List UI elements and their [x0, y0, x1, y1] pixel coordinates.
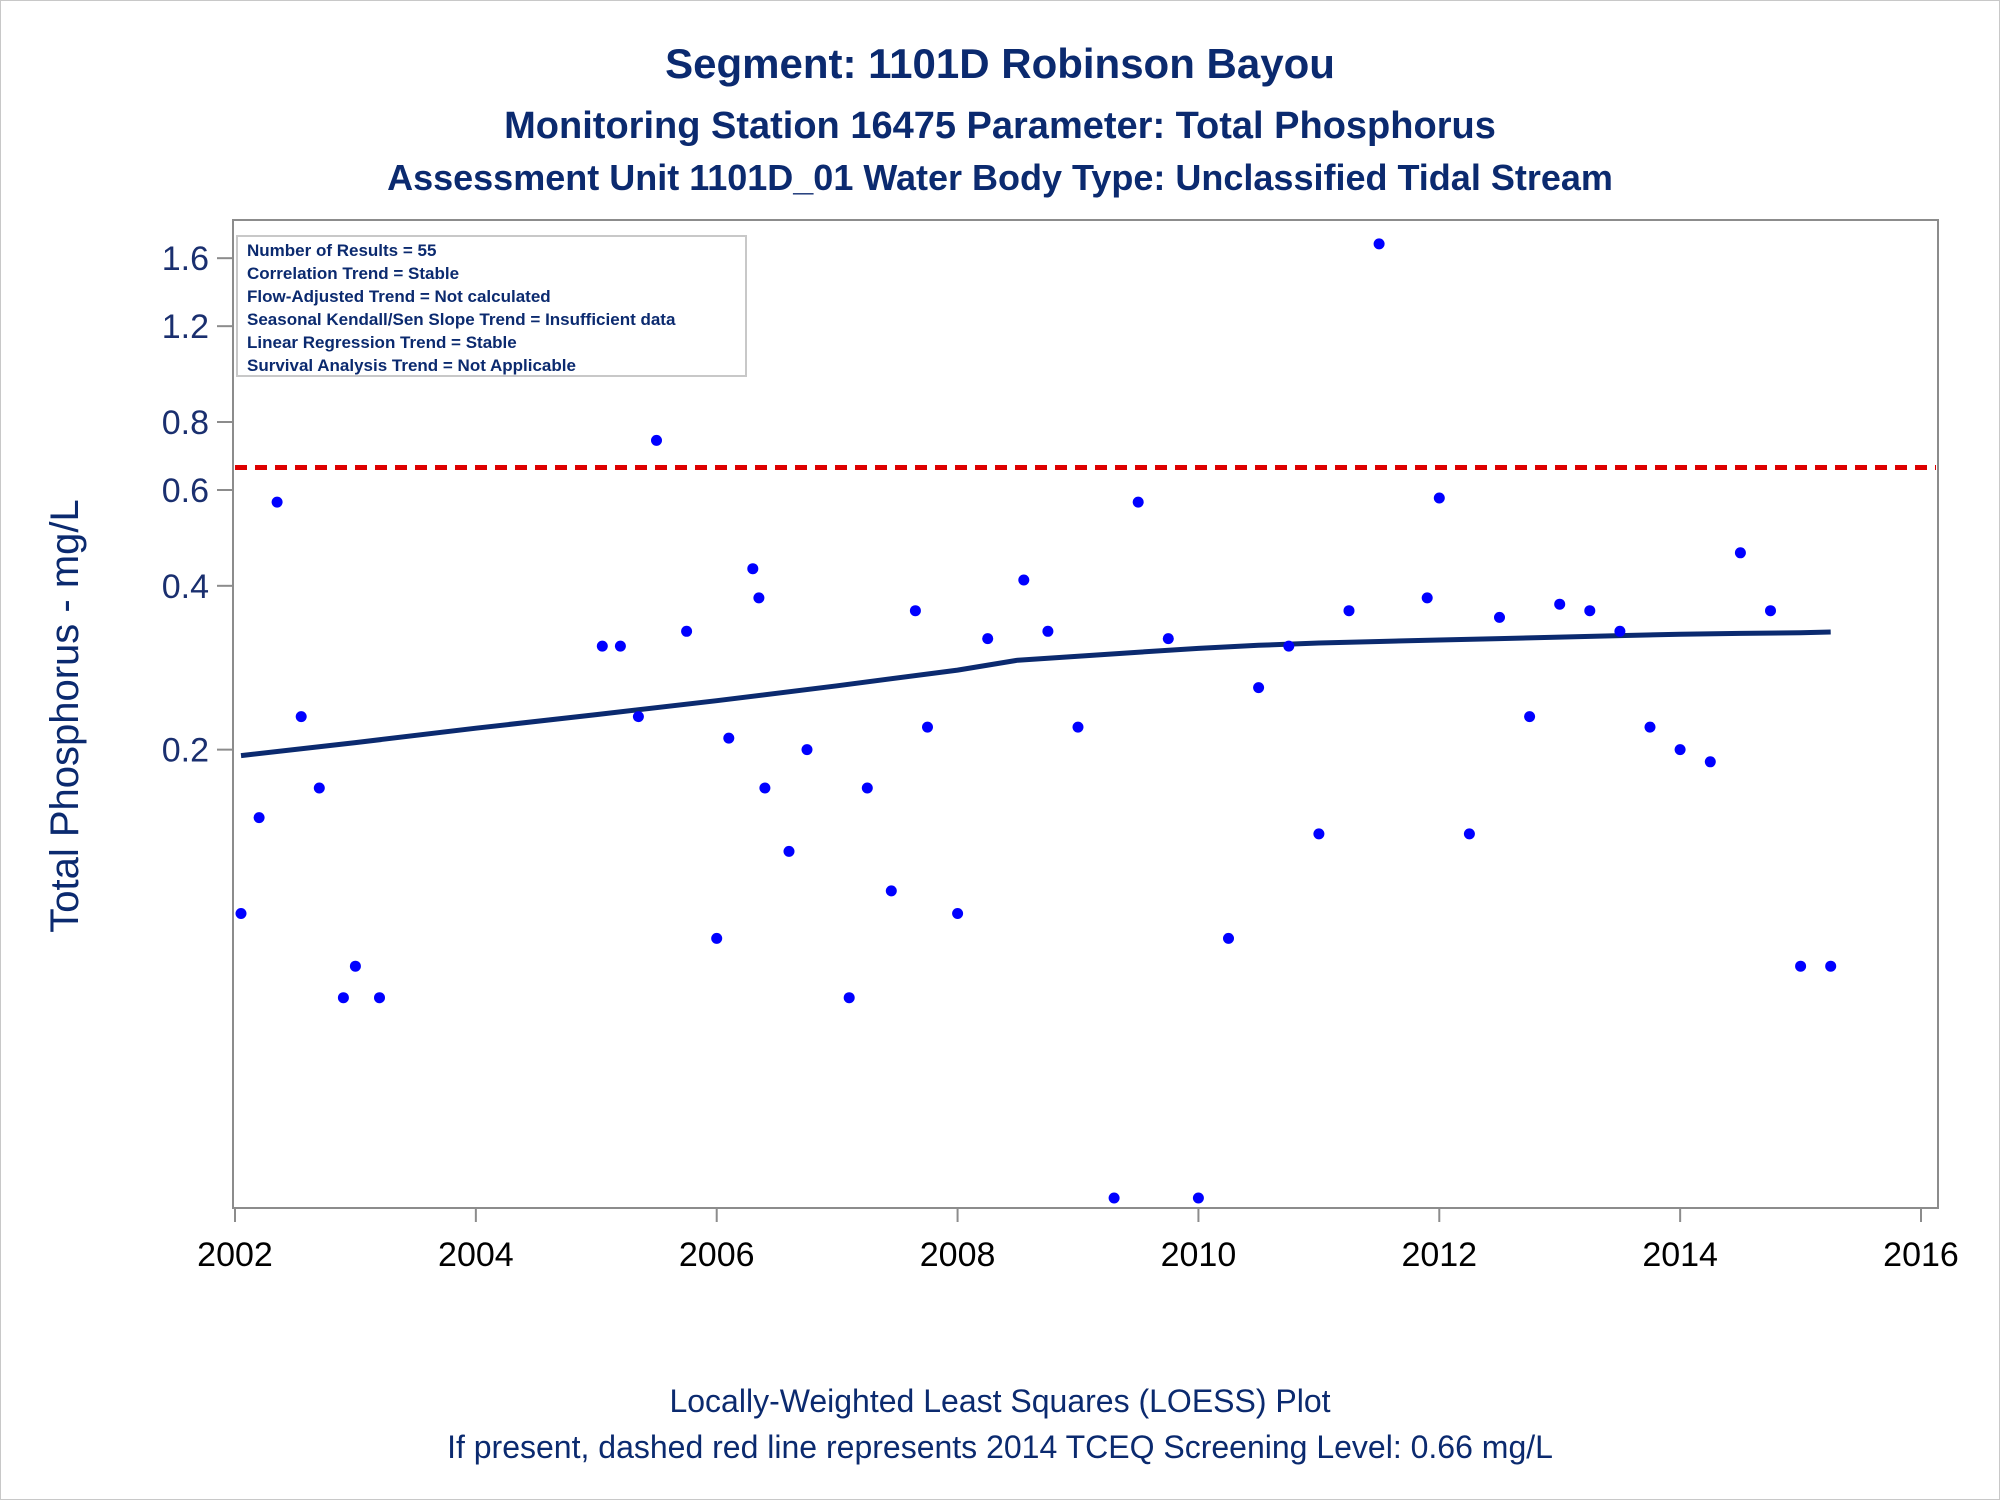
stat-line-results: Number of Results = 55 [247, 241, 436, 260]
y-tick-label: 1.6 [162, 240, 209, 278]
data-point [759, 782, 771, 794]
data-point [1253, 682, 1265, 694]
points-group [235, 238, 1837, 1204]
data-point [1433, 492, 1445, 504]
data-point [843, 992, 855, 1004]
stat-line-correlation: Correlation Trend = Stable [247, 264, 459, 283]
data-point [349, 960, 361, 972]
chart-title: Segment: 1101D Robinson Bayou [665, 40, 1335, 87]
data-point [1674, 744, 1686, 756]
data-point [681, 625, 693, 637]
x-tick-label: 2010 [1161, 1236, 1237, 1274]
data-point [1704, 756, 1716, 768]
data-point [1373, 238, 1385, 250]
data-point [909, 605, 921, 617]
x-tick-label: 2016 [1883, 1236, 1959, 1274]
data-point [1042, 625, 1054, 637]
y-tick-label: 0.2 [162, 732, 209, 770]
data-point [753, 592, 765, 604]
y-tick-label: 0.6 [162, 472, 209, 510]
data-point [295, 711, 307, 723]
x-tick-label: 2006 [679, 1236, 755, 1274]
x-axis: 2002 2004 2006 2008 2010 2012 2014 2016 [197, 1208, 1959, 1274]
data-point [1765, 605, 1776, 617]
data-point [1421, 592, 1433, 604]
data-point [271, 496, 283, 508]
x-tick-label: 2008 [920, 1236, 996, 1274]
data-point [1584, 605, 1596, 617]
data-point [1072, 721, 1084, 733]
data-point [982, 633, 994, 645]
data-point [1795, 960, 1807, 972]
data-point [1313, 828, 1325, 840]
data-point [1108, 1192, 1120, 1204]
y-tick-label: 0.4 [162, 568, 209, 606]
y-axis-label: Total Phosphorus - mg/L [43, 499, 87, 933]
footnote-loess: Locally-Weighted Least Squares (LOESS) P… [669, 1383, 1330, 1419]
data-point [1524, 711, 1536, 723]
data-point [801, 744, 813, 756]
data-point [253, 812, 265, 824]
x-tick-label: 2014 [1642, 1236, 1718, 1274]
data-point [1734, 547, 1746, 559]
data-point [723, 732, 735, 744]
data-point [711, 932, 723, 944]
loess-group [240, 629, 1831, 759]
stat-line-survival: Survival Analysis Trend = Not Applicable [247, 356, 576, 375]
stats-box [236, 235, 747, 377]
data-point [885, 885, 897, 897]
x-tick-label: 2012 [1401, 1236, 1477, 1274]
data-point [783, 845, 795, 857]
data-point [1644, 721, 1656, 733]
data-point [235, 908, 247, 919]
data-point [1343, 605, 1355, 617]
chart-subtitle-2: Assessment Unit 1101D_01 Water Body Type… [387, 157, 1613, 198]
y-tick-label: 0.8 [162, 404, 209, 442]
x-tick-label: 2004 [438, 1236, 514, 1274]
data-point [651, 434, 662, 446]
data-point [313, 782, 325, 794]
data-point [1494, 611, 1505, 623]
data-point [1554, 598, 1566, 610]
data-point [747, 563, 759, 575]
data-point [952, 908, 964, 919]
data-point [1162, 633, 1174, 645]
stat-line-flow: Flow-Adjusted Trend = Not calculated [247, 287, 551, 306]
data-point [1614, 625, 1626, 637]
chart-subtitle: Monitoring Station 16475 Parameter: Tota… [504, 105, 1496, 147]
data-point [1192, 1192, 1204, 1204]
data-point [337, 992, 349, 1004]
data-point [1283, 640, 1295, 652]
data-point [1132, 496, 1144, 508]
y-axis: 0.2 0.4 0.6 0.8 1.2 1.6 [162, 220, 234, 1208]
data-point [614, 640, 626, 652]
data-point [1223, 932, 1234, 944]
data-point [1018, 574, 1030, 586]
stat-line-seasonal: Seasonal Kendall/Sen Slope Trend = Insuf… [247, 310, 676, 329]
data-point [596, 640, 608, 652]
loess-line [240, 629, 1831, 759]
data-point [1825, 960, 1837, 972]
data-point [861, 782, 873, 794]
data-point [374, 992, 385, 1004]
footnote-screening: If present, dashed red line represents 2… [447, 1429, 1553, 1465]
data-point [922, 721, 933, 733]
data-point [632, 711, 644, 723]
y-tick-label: 1.2 [162, 308, 209, 346]
x-tick-label: 2002 [197, 1236, 273, 1274]
data-point [1463, 828, 1475, 840]
stat-line-regression: Linear Regression Trend = Stable [247, 333, 517, 352]
